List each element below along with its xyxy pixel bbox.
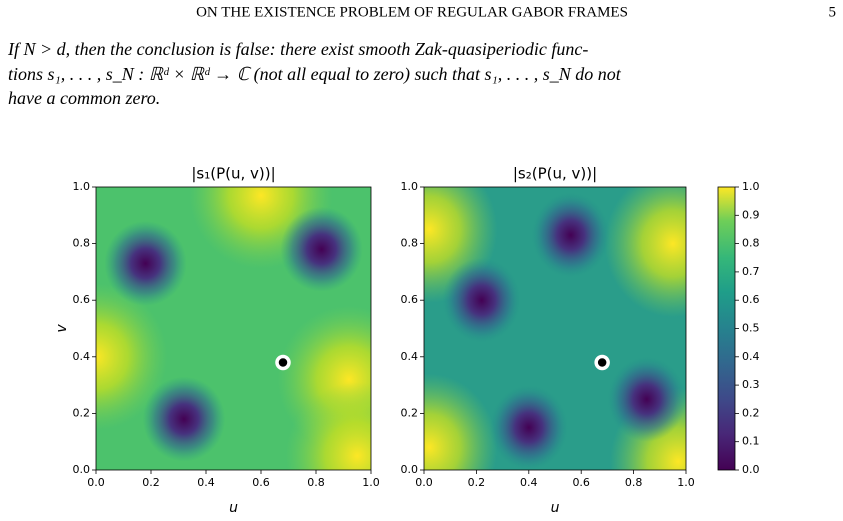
y-tick-label: 0.6 — [401, 293, 419, 306]
y-tick-label: 0.4 — [73, 350, 91, 363]
low-region — [531, 192, 611, 278]
heatmap — [424, 187, 686, 470]
high-region — [424, 373, 498, 470]
y-tick-label: 0.8 — [401, 237, 419, 250]
x-tick-label: 0.0 — [415, 476, 433, 489]
x-tick-label: 0.8 — [625, 476, 643, 489]
x-tick-label: 0.0 — [87, 476, 105, 489]
y-tick-label: 0.0 — [73, 463, 91, 476]
y-tick-label: 0.4 — [401, 350, 419, 363]
common-zero-marker — [275, 354, 291, 371]
colorbar-tick-label: 0.8 — [742, 237, 760, 250]
colorbar-tick-label: 0.4 — [742, 350, 760, 363]
low-region — [442, 257, 521, 343]
colorbar-tick-label: 0.0 — [742, 463, 760, 476]
low-region — [489, 385, 569, 470]
low-region — [104, 220, 187, 306]
colorbar-tick-label: 0.2 — [742, 406, 760, 419]
x-tick-label: 0.2 — [142, 476, 160, 489]
x-tick-label: 0.6 — [572, 476, 590, 489]
low-region — [142, 376, 226, 462]
panel-title: |s₂(P(u, v))| — [513, 165, 597, 183]
common-zero-marker — [594, 354, 610, 371]
y-axis-label: v — [54, 324, 70, 333]
x-tick-label: 1.0 — [362, 476, 380, 489]
x-tick-label: 0.8 — [307, 476, 325, 489]
colorbar-tick-label: 0.5 — [742, 322, 760, 335]
colorbar-tick-label: 0.3 — [742, 378, 760, 391]
y-tick-label: 0.8 — [73, 237, 91, 250]
colorbar-tick-label: 0.6 — [742, 293, 760, 306]
y-tick-label: 0.2 — [73, 406, 91, 419]
high-region — [285, 382, 371, 470]
colorbar-tick-label: 0.7 — [742, 265, 760, 278]
x-tick-label: 0.4 — [197, 476, 215, 489]
x-tick-label: 0.4 — [520, 476, 538, 489]
x-tick-label: 1.0 — [677, 476, 695, 489]
colorbar-tick-label: 1.0 — [742, 180, 760, 193]
high-region — [604, 187, 686, 318]
y-tick-label: 1.0 — [73, 180, 91, 193]
x-axis-label: u — [551, 500, 560, 516]
x-tick-label: 0.2 — [468, 476, 486, 489]
y-tick-label: 1.0 — [401, 180, 419, 193]
paragraph-line: have a common zero. — [8, 88, 160, 108]
y-tick-label: 0.0 — [401, 463, 419, 476]
y-tick-label: 0.2 — [401, 406, 419, 419]
colorbar-tick-label: 0.9 — [742, 208, 760, 221]
paragraph-line: tions s₁, . . . , s_N : ℝᵈ × ℝᵈ → ℂ (not… — [8, 64, 622, 85]
panel-title: |s₁(P(u, v))| — [191, 165, 275, 183]
low-region — [280, 206, 363, 292]
x-axis-label: u — [229, 500, 238, 516]
axes-frame — [423, 186, 687, 471]
colorbar-tick-label: 0.1 — [742, 435, 760, 448]
running-header: ON THE EXISTENCE PROBLEM OF REGULAR GABO… — [196, 4, 628, 20]
heatmap — [96, 187, 371, 470]
colorbar — [717, 186, 736, 471]
y-tick-label: 0.6 — [73, 293, 91, 306]
x-tick-label: 0.6 — [252, 476, 270, 489]
page-number: 5 — [829, 4, 837, 20]
paragraph-line: If N > d, then the conclusion is false: … — [7, 39, 588, 59]
high-region — [96, 283, 168, 431]
low-region — [607, 356, 686, 442]
axes-frame — [95, 186, 372, 471]
